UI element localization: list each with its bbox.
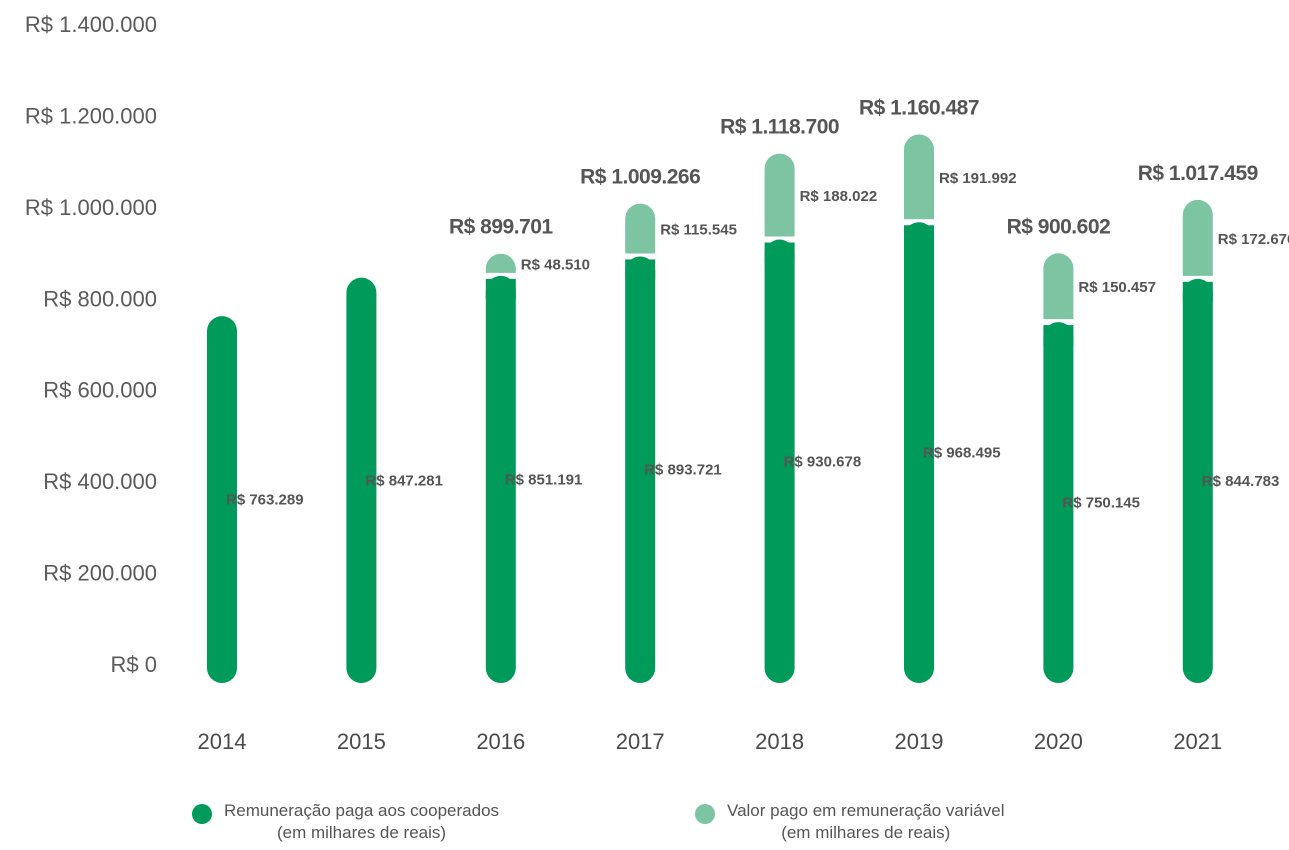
data-label-variavel: R$ 188.022: [800, 188, 878, 205]
bar-remuneracao-cap-2020: [1043, 325, 1074, 346]
data-label-variavel: R$ 115.545: [660, 222, 737, 239]
y-tick-label: R$ 1.200.000: [25, 103, 157, 128]
bar-remuneracao-2021: [1182, 278, 1213, 683]
legend-label-remuneracao-line2: (em milhares de reais): [276, 823, 447, 842]
y-tick-label: R$ 1.000.000: [25, 195, 157, 220]
x-tick-label: 2017: [616, 729, 665, 754]
legend-label-variavel-line1: Valor pago em remuneração variável: [727, 801, 1005, 820]
bar-remuneracao-2016: [485, 275, 516, 683]
legend-item-remuneracao: Remuneração paga aos cooperados (em milh…: [192, 800, 499, 844]
x-tick-label: 2020: [1034, 729, 1083, 754]
data-label-remuneracao: R$ 851.191: [505, 471, 583, 488]
x-tick-label: 2018: [755, 729, 804, 754]
bar-remuneracao-2020: [1043, 322, 1074, 683]
bar-variavel-2020: [1043, 253, 1074, 320]
data-label-variavel: R$ 48.510: [521, 256, 590, 273]
legend-label-variavel-line2: (em milhares de reais): [781, 823, 951, 842]
bar-variavel-2016: [485, 253, 516, 273]
y-tick-label: R$ 600.000: [43, 378, 157, 403]
data-label-remuneracao: R$ 893.721: [644, 462, 722, 479]
x-tick-label: 2015: [337, 729, 386, 754]
data-label-remuneracao: R$ 844.783: [1202, 473, 1280, 490]
bar-remuneracao-cap-2021: [1182, 281, 1213, 302]
bar-variavel-2017: [625, 203, 656, 254]
total-label: R$ 1.118.700: [720, 116, 839, 139]
legend-swatch-remuneracao: [192, 804, 212, 824]
data-label-remuneracao: R$ 763.289: [226, 492, 304, 509]
y-tick-label: R$ 400.000: [43, 469, 157, 494]
data-label-variavel: R$ 172.676: [1218, 231, 1289, 248]
data-label-remuneracao: R$ 930.678: [784, 453, 862, 470]
x-tick-label: 2014: [198, 729, 247, 754]
y-tick-label: R$ 800.000: [43, 286, 157, 311]
bar-remuneracao-2019: [904, 222, 934, 683]
legend-swatch-variavel: [695, 804, 715, 824]
data-label-variavel: R$ 191.992: [939, 170, 1017, 187]
data-label-remuneracao: R$ 847.281: [365, 472, 443, 489]
legend-item-variavel: Valor pago em remuneração variável (em m…: [695, 800, 1005, 844]
total-label: R$ 1.017.459: [1138, 162, 1258, 185]
x-tick-label: 2019: [895, 729, 944, 754]
total-label: R$ 900.602: [1007, 215, 1111, 238]
bar-remuneracao-cap-2017: [625, 259, 656, 280]
x-tick-label: 2016: [476, 729, 525, 754]
total-label: R$ 1.160.487: [859, 96, 979, 119]
total-label: R$ 899.701: [449, 216, 553, 239]
bar-variavel-2021: [1182, 199, 1213, 276]
x-tick-label: 2021: [1173, 729, 1222, 754]
bar-remuneracao-2017: [625, 256, 656, 683]
data-label-variavel: R$ 150.457: [1078, 279, 1156, 296]
bar-variavel-2018: [764, 153, 795, 237]
data-label-remuneracao: R$ 968.495: [923, 445, 1001, 462]
bar-remuneracao-2018: [764, 239, 795, 684]
bar-remuneracao-2015: [346, 277, 377, 683]
bar-remuneracao-cap-2018: [764, 242, 795, 263]
y-tick-label: R$ 1.400.000: [25, 12, 157, 37]
bar-variavel-2019: [904, 134, 934, 220]
y-tick-label: R$ 200.000: [43, 561, 157, 586]
bar-remuneracao-cap-2016: [485, 278, 516, 299]
bar-remuneracao-2014: [207, 316, 237, 683]
bar-remuneracao-cap-2019: [904, 225, 934, 246]
total-label: R$ 1.009.266: [580, 166, 700, 189]
data-label-remuneracao: R$ 750.145: [1062, 495, 1140, 512]
y-tick-label: R$ 0: [111, 652, 157, 677]
legend-label-remuneracao-line1: Remuneração paga aos cooperados: [224, 801, 500, 820]
